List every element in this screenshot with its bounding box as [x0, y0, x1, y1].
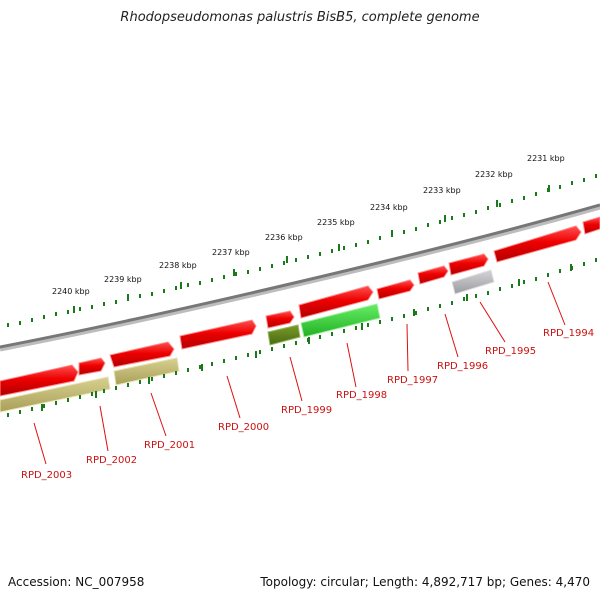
inner-scale-ticks — [7, 258, 597, 417]
genome-stats: Topology: circular; Length: 4,892,717 bp… — [260, 575, 590, 589]
gene-label-rpd-1995: RPD_1995 — [485, 346, 536, 357]
outer-scale-ticks — [7, 174, 597, 327]
gene-leader-lines — [33, 281, 566, 465]
kbp-label-2235: 2235 kbp — [317, 218, 355, 227]
kbp-label-2238: 2238 kbp — [159, 261, 197, 270]
forward-gene-arrow[interactable] — [376, 279, 415, 300]
genome-backbone-shadow — [0, 204, 600, 352]
forward-genes — [0, 216, 600, 397]
forward-gene-arrow[interactable] — [265, 310, 295, 329]
outer-scale-major-ticks — [73, 185, 550, 313]
gene-label-rpd-2003: RPD_2003 — [21, 470, 72, 481]
inner-scale-major-ticks — [41, 264, 572, 411]
accession-label: Accession: NC_007958 — [8, 575, 145, 589]
reverse-genes — [0, 269, 495, 413]
forward-gene-arrow[interactable] — [78, 357, 106, 376]
gene-label-rpd-1994: RPD_1994 — [543, 328, 594, 339]
gene-label-rpd-2000: RPD_2000 — [218, 422, 269, 433]
gene-label-rpd-2001: RPD_2001 — [144, 440, 195, 451]
genome-title: Rhodopseudomonas palustris BisB5, comple… — [120, 10, 480, 25]
forward-gene-arrow[interactable] — [448, 253, 489, 276]
gene-label-rpd-2002: RPD_2002 — [86, 455, 137, 466]
gene-label-rpd-1997: RPD_1997 — [387, 375, 438, 386]
kbp-label-2234: 2234 kbp — [370, 203, 408, 212]
reverse-gene-rpd-2001[interactable] — [113, 357, 180, 386]
gene-label-rpd-1996: RPD_1996 — [437, 361, 488, 372]
gene-label-rpd-1999: RPD_1999 — [281, 405, 332, 416]
forward-gene-arrow[interactable] — [179, 319, 257, 350]
kbp-label-2231: 2231 kbp — [527, 154, 565, 163]
gene-label-rpd-1998: RPD_1998 — [336, 390, 387, 401]
kbp-label-2233: 2233 kbp — [423, 186, 461, 195]
kbp-label-2237: 2237 kbp — [212, 248, 250, 257]
kbp-label-2236: 2236 kbp — [265, 233, 303, 242]
forward-gene-arrow[interactable] — [582, 216, 600, 235]
forward-gene-arrow[interactable] — [417, 265, 449, 285]
forward-gene-arrow[interactable] — [0, 364, 79, 397]
forward-gene-arrow[interactable] — [298, 285, 374, 319]
kbp-label-2240: 2240 kbp — [52, 287, 90, 296]
genome-backbone — [0, 203, 600, 349]
reverse-gene-rpd-1998[interactable] — [300, 303, 381, 338]
reverse-gene-rpd-1995[interactable] — [451, 269, 495, 295]
reverse-gene-rpd-1999[interactable] — [267, 324, 301, 346]
kbp-label-2239: 2239 kbp — [104, 275, 142, 284]
forward-gene-arrow[interactable] — [109, 341, 175, 368]
kbp-label-2232: 2232 kbp — [475, 170, 513, 179]
reverse-gene-rpd-2003[interactable] — [0, 376, 111, 413]
forward-gene-arrow[interactable] — [493, 225, 582, 263]
